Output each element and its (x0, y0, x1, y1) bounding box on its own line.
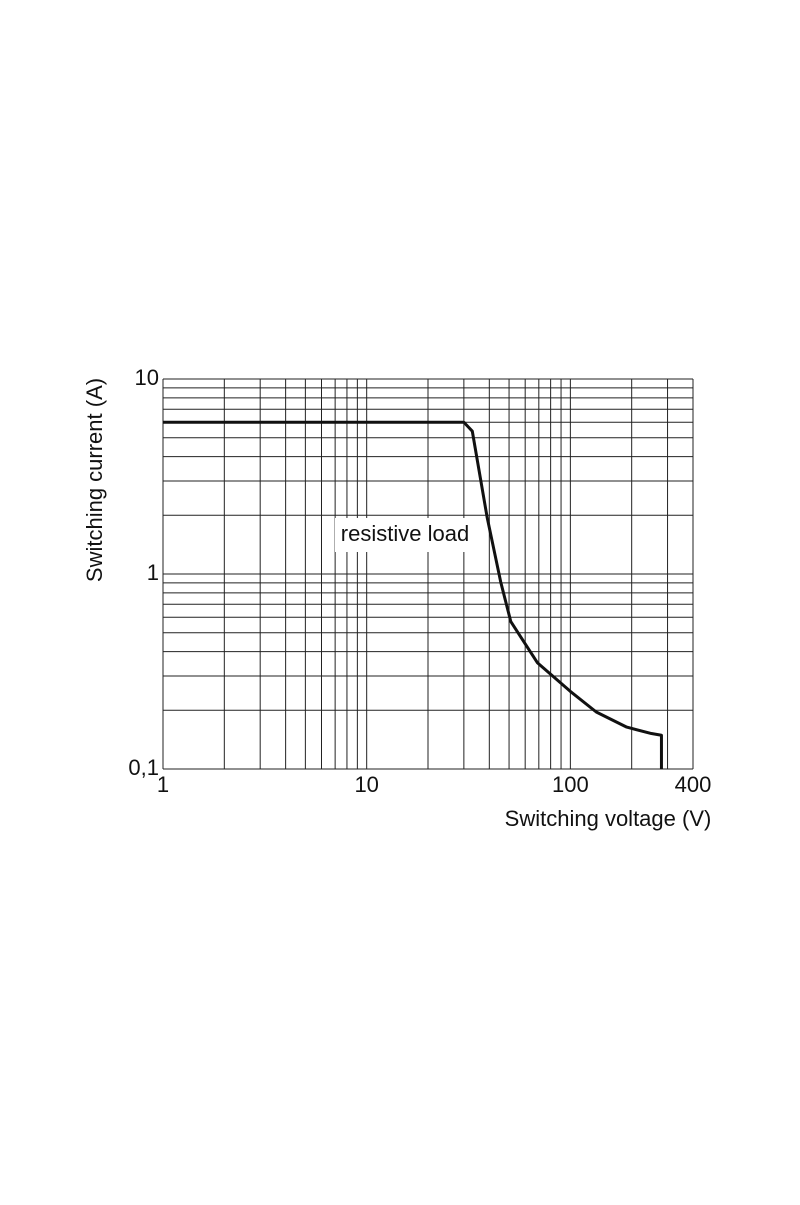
x-tick-label: 400 (675, 772, 712, 797)
y-tick-label: 1 (147, 560, 159, 585)
annotation-background (335, 518, 475, 552)
y-tick-label: 10 (135, 365, 159, 390)
x-tick-label: 100 (552, 772, 589, 797)
x-tick-label: 10 (354, 772, 378, 797)
y-axis-label: Switching current (A) (82, 378, 107, 582)
annotation: resistive load (341, 521, 469, 546)
x-tick-label: 1 (157, 772, 169, 797)
y-tick-label: 0,1 (128, 755, 159, 780)
x-axis-label: Switching voltage (V) (505, 806, 712, 831)
data-line (163, 420, 663, 769)
